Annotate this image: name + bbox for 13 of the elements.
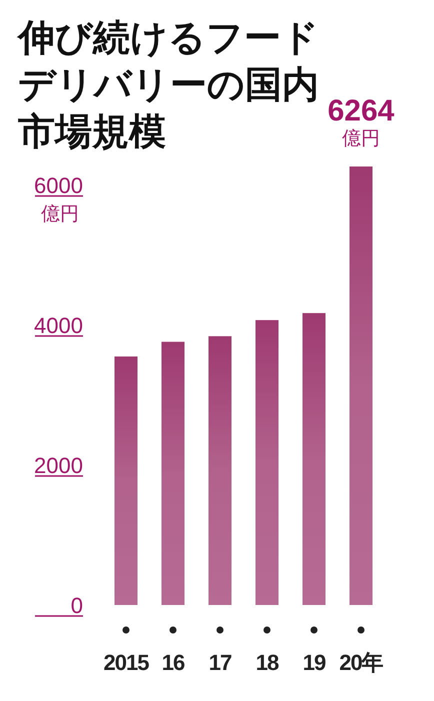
y-axis-title: 億円 [41,204,79,225]
y-tick-label: 4000 [34,312,83,338]
y-tick-label: 2000 [34,452,83,478]
x-tick-label: 20年 [339,650,384,675]
data-label: 6264 億円 [328,94,395,150]
y-tick-label: 6000 [34,172,83,198]
x-tick-label: 16 [162,650,185,675]
chart-title: 伸び続けるフードデリバリーの国内市場規模 [16,17,319,152]
x-tick-label: 18 [256,650,279,675]
x-tick-label: 19 [302,650,326,675]
x-tick-label: 17 [208,650,232,675]
y-tick-label: 0 [70,593,83,618]
x-tick-label: 2015 [104,650,150,675]
